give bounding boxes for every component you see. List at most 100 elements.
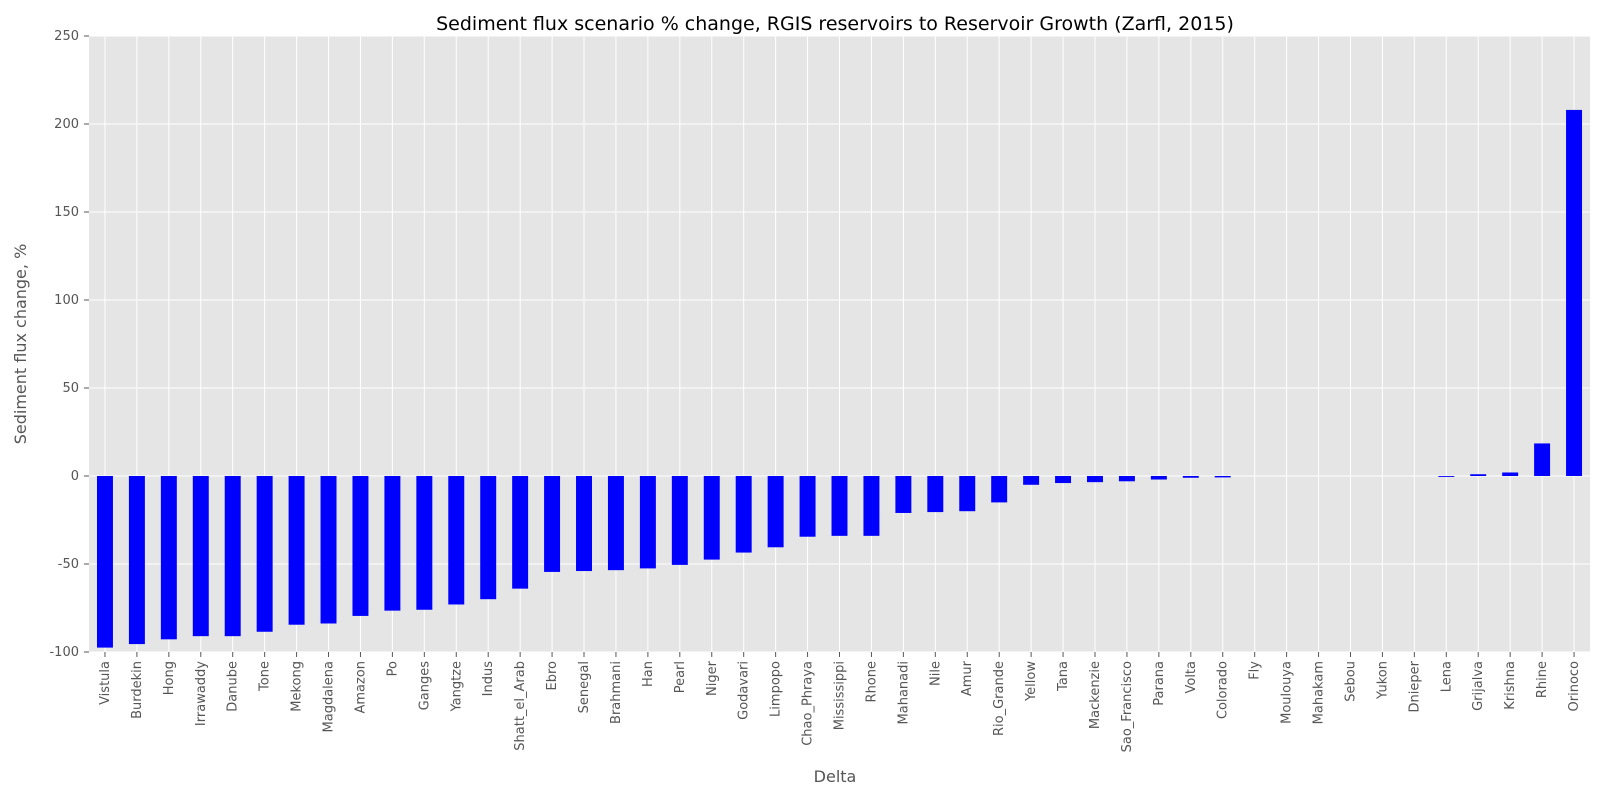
x-tick-label: Hong xyxy=(162,661,177,695)
x-tick-label: Godavari xyxy=(737,661,752,720)
x-tick-label: Shatt_el_Arab xyxy=(513,661,528,751)
bar-han xyxy=(639,476,656,569)
bar-krishna xyxy=(1502,472,1519,476)
x-tick-label: Danube xyxy=(226,661,241,712)
bar-chao-phraya xyxy=(799,476,816,537)
bar-tone xyxy=(256,476,273,632)
x-tick-label: Colorado xyxy=(1216,661,1231,719)
x-tick-label: Niger xyxy=(705,660,720,696)
x-tick-label: Yellow xyxy=(1024,661,1039,702)
bar-lena xyxy=(1438,476,1455,477)
x-tick-label: Amur xyxy=(960,660,975,696)
x-tick-label: Pearl xyxy=(673,661,688,693)
bar-tana xyxy=(1055,476,1072,484)
x-tick-label: Mackenzie xyxy=(1088,661,1103,729)
y-tick-label: -100 xyxy=(49,645,79,660)
bar-sao-francisco xyxy=(1118,476,1135,482)
x-axis-ticks: Vistula Burdekin Hong Irrawaddy Danube Tone Me… xyxy=(98,652,1582,752)
x-tick-label: Tone xyxy=(258,661,273,692)
bar-parana xyxy=(1150,476,1167,480)
bar-shatt-el-arab xyxy=(512,476,529,589)
x-tick-label: Dnieper xyxy=(1407,660,1422,712)
x-tick-label: Mekong xyxy=(290,661,305,712)
x-tick-label: Grijalva xyxy=(1471,661,1486,711)
bar-vistula xyxy=(96,476,113,648)
bar-volta xyxy=(1182,476,1199,478)
bar-mahanadi xyxy=(895,476,912,513)
bar-irrawaddy xyxy=(192,476,209,637)
x-tick-label: Volta xyxy=(1184,661,1199,694)
x-tick-label: Indus xyxy=(481,661,496,697)
chart-title: Sediment flux scenario % change, RGIS re… xyxy=(436,13,1234,35)
bar-amazon xyxy=(352,476,369,616)
bar-brahmani xyxy=(607,476,624,571)
x-tick-label: Parana xyxy=(1152,661,1167,706)
x-tick-label: Yangtze xyxy=(449,661,464,713)
y-axis-title: Sediment flux change, % xyxy=(11,244,30,445)
bar-pearl xyxy=(671,476,688,565)
bar-yellow xyxy=(1023,476,1040,485)
x-tick-label: Sebou xyxy=(1343,661,1358,702)
x-tick-label: Orinoco xyxy=(1567,661,1582,712)
x-tick-label: Ganges xyxy=(417,661,432,711)
x-tick-label: Irrawaddy xyxy=(194,661,209,726)
bar-burdekin xyxy=(128,476,145,645)
x-tick-label: Ebro xyxy=(545,661,560,691)
bar-senegal xyxy=(576,476,592,572)
bar-colorado xyxy=(1214,476,1231,478)
x-tick-label: Tana xyxy=(1056,661,1071,692)
x-tick-label: Amazon xyxy=(353,661,368,714)
bar-amur xyxy=(959,476,976,512)
x-tick-label: Vistula xyxy=(98,661,113,705)
x-tick-label: Rio_Grande xyxy=(992,661,1007,736)
bar-rhine xyxy=(1534,443,1551,476)
x-tick-label: Rhone xyxy=(864,661,879,702)
x-tick-label: Yukon xyxy=(1375,661,1390,700)
bar-grijalva xyxy=(1470,474,1487,476)
bar-rio-grande xyxy=(991,476,1008,503)
x-tick-label: Lena xyxy=(1439,661,1454,692)
x-tick-label: Nile xyxy=(928,661,943,686)
x-tick-label: Mississippi xyxy=(833,661,848,730)
bar-mississippi xyxy=(831,476,848,536)
bar-niger xyxy=(703,476,720,560)
x-tick-label: Po xyxy=(385,661,400,676)
x-tick-label: Brahmani xyxy=(609,661,624,724)
bar-ebro xyxy=(544,476,561,572)
x-tick-label: Limpopo xyxy=(769,661,784,717)
y-tick-label: 50 xyxy=(62,381,79,396)
y-axis-ticks: -100 -50 0 50 100 150 200 250 xyxy=(49,29,89,660)
bar-indus xyxy=(480,476,497,600)
x-tick-label: Mahakam xyxy=(1312,661,1327,724)
x-tick-label: Han xyxy=(641,661,656,687)
bar-nile xyxy=(927,476,944,513)
x-axis-title: Delta xyxy=(814,767,857,786)
x-tick-label: Moulouya xyxy=(1280,661,1295,724)
x-tick-label: Sao_Francisco xyxy=(1120,661,1135,752)
bars xyxy=(96,109,1583,648)
bar-rhone xyxy=(863,476,880,536)
y-tick-label: 200 xyxy=(54,117,79,132)
bar-ganges xyxy=(416,476,433,610)
bar-hong xyxy=(160,476,177,640)
bar-danube xyxy=(224,476,241,637)
bar-po xyxy=(384,476,401,611)
x-tick-label: Krishna xyxy=(1503,661,1518,710)
y-tick-label: -50 xyxy=(58,557,79,572)
x-tick-label: Mahanadi xyxy=(896,661,911,724)
bar-magdalena xyxy=(320,476,337,624)
bar-yangtze xyxy=(448,476,465,605)
x-tick-label: Magdalena xyxy=(322,661,337,732)
x-tick-label: Fly xyxy=(1248,661,1263,680)
y-tick-label: 150 xyxy=(54,205,79,220)
y-tick-label: 100 xyxy=(54,293,79,308)
x-tick-label: Chao_Phraya xyxy=(801,661,816,746)
bar-orinoco xyxy=(1566,109,1583,477)
bar-godavari xyxy=(735,476,752,553)
x-tick-label: Senegal xyxy=(577,661,592,713)
bar-mekong xyxy=(288,476,305,625)
x-tick-label: Burdekin xyxy=(130,661,145,719)
bar-mackenzie xyxy=(1087,476,1103,483)
x-tick-label: Rhine xyxy=(1535,661,1550,698)
